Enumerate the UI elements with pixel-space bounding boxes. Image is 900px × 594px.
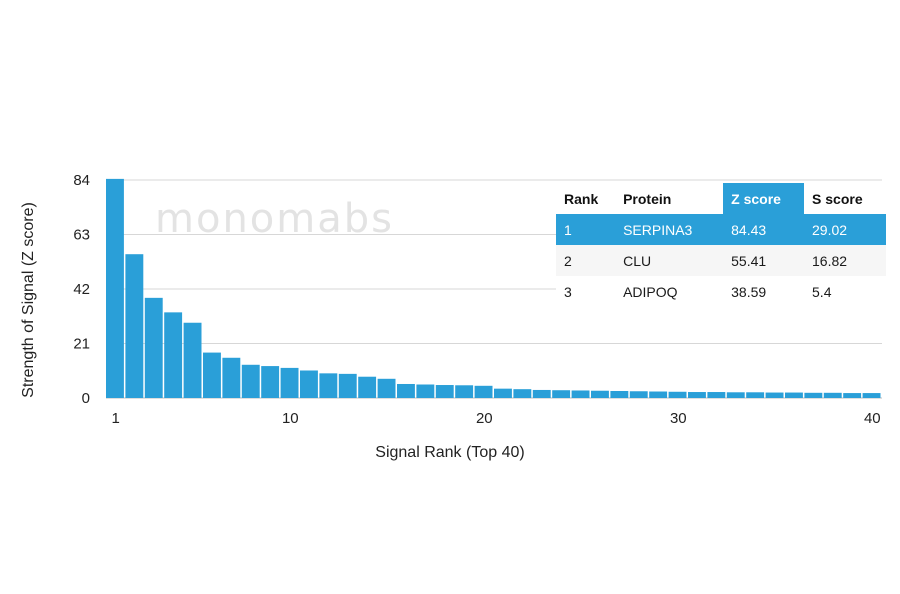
bar-rank-30: [668, 391, 687, 398]
cell-s-score: 5.4: [804, 276, 886, 307]
bar-rank-20: [474, 385, 493, 398]
bar-rank-32: [707, 392, 726, 398]
bar-rank-40: [862, 393, 881, 398]
bar-rank-19: [455, 385, 474, 398]
y-axis-title: Strength of Signal (Z score): [20, 202, 37, 398]
bar-rank-33: [726, 392, 745, 398]
cell-rank: 2: [556, 245, 616, 276]
cell-z-score: 84.43: [723, 214, 805, 245]
bar-rank-12: [319, 373, 338, 398]
bar-rank-14: [358, 376, 377, 398]
y-tick-labels: 0 21 42 63 84: [73, 172, 90, 407]
bar-rank-23: [532, 389, 551, 398]
x-tick-label: 10: [282, 410, 299, 427]
bar-rank-31: [688, 392, 706, 398]
x-tick-label: 1: [112, 410, 120, 427]
col-header-protein: Protein: [623, 190, 672, 207]
bars: [106, 178, 881, 398]
x-tick-label: 20: [476, 410, 493, 427]
y-tick-label: 21: [73, 336, 90, 353]
x-tick-label: 30: [670, 410, 687, 427]
bar-rank-21: [494, 388, 512, 398]
cell-s-score: 16.82: [804, 245, 886, 276]
bar-rank-5: [183, 322, 202, 398]
bar-rank-9: [261, 366, 280, 398]
cell-protein: ADIPOQ: [615, 276, 724, 307]
bar-rank-15: [377, 378, 396, 398]
cell-protein: SERPINA3: [615, 214, 724, 245]
bar-rank-8: [241, 364, 260, 398]
top-proteins-table: Rank Protein Z score S score 1 SERPINA3 …: [556, 183, 886, 307]
bar-rank-24: [552, 390, 571, 398]
bar-rank-18: [435, 385, 454, 398]
bar-rank-37: [804, 392, 823, 398]
bar-rank-28: [629, 391, 648, 398]
bar-rank-10: [280, 367, 299, 398]
col-header-z-score: Z score: [723, 183, 805, 214]
col-header-rank: Rank: [564, 190, 599, 207]
y-tick-label: 42: [73, 281, 90, 298]
bar-rank-38: [823, 392, 842, 398]
bar-rank-1: [106, 178, 124, 398]
bar-rank-2: [125, 254, 144, 398]
cell-rank: 1: [556, 214, 616, 245]
y-tick-label: 0: [82, 390, 90, 407]
bar-rank-27: [610, 390, 629, 398]
bar-rank-36: [785, 392, 803, 398]
x-tick-label: 40: [864, 410, 881, 427]
bar-rank-34: [746, 392, 765, 398]
cell-rank: 3: [556, 276, 616, 307]
bar-rank-11: [300, 370, 318, 398]
bar-rank-4: [164, 312, 183, 398]
bar-rank-13: [338, 373, 357, 398]
bar-rank-3: [144, 297, 163, 398]
bar-rank-17: [416, 384, 435, 398]
bar-rank-26: [591, 390, 609, 398]
cell-protein: CLU: [615, 245, 724, 276]
col-header-s-score: S score: [812, 190, 863, 207]
x-tick-labels: 1 10 20 30 40: [112, 410, 881, 427]
bar-rank-16: [397, 383, 415, 398]
watermark-logo: monomabs: [155, 196, 394, 242]
bar-rank-22: [513, 389, 532, 398]
table-row: 2 CLU 55.41 16.82: [556, 245, 886, 276]
bar-rank-29: [649, 391, 668, 398]
bar-rank-7: [222, 357, 241, 398]
cell-s-score: 29.02: [804, 214, 886, 245]
bar-rank-25: [571, 390, 590, 398]
bar-rank-39: [843, 393, 862, 398]
table-row: 3 ADIPOQ 38.59 5.4: [556, 276, 886, 307]
cell-z-score: 38.59: [723, 276, 805, 307]
table-header-row: Rank Protein Z score S score: [556, 183, 886, 214]
x-axis-title: Signal Rank (Top 40): [375, 444, 524, 461]
y-tick-label: 84: [73, 172, 90, 189]
cell-z-score: 55.41: [723, 245, 805, 276]
table-row: 1 SERPINA3 84.43 29.02: [556, 214, 886, 245]
y-tick-label: 63: [73, 227, 90, 244]
bar-rank-6: [203, 352, 221, 398]
bar-rank-35: [765, 392, 784, 398]
